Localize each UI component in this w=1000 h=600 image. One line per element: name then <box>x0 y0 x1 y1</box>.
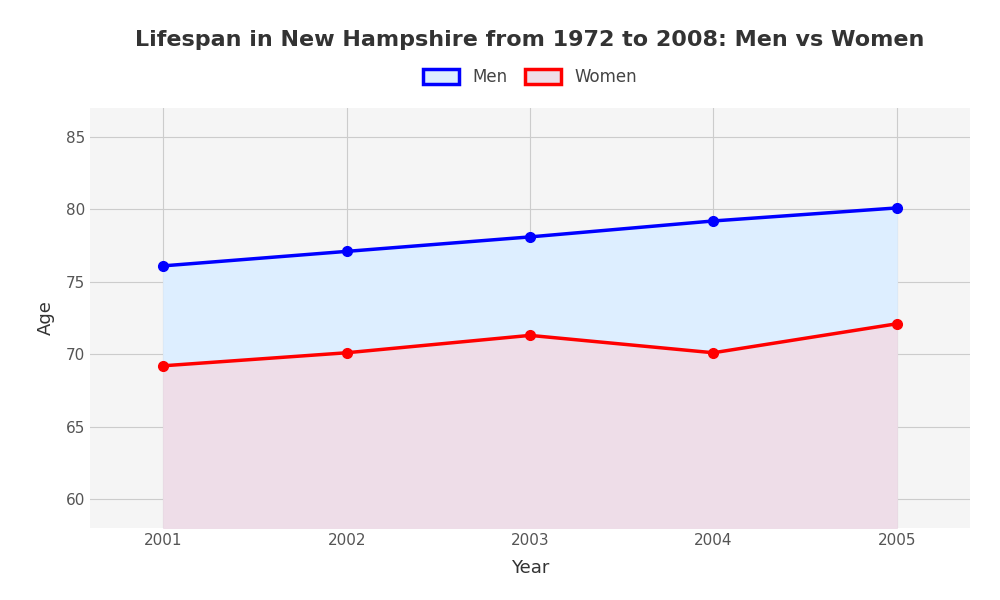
X-axis label: Year: Year <box>511 559 549 577</box>
Title: Lifespan in New Hampshire from 1972 to 2008: Men vs Women: Lifespan in New Hampshire from 1972 to 2… <box>135 29 925 49</box>
Y-axis label: Age: Age <box>37 301 55 335</box>
Legend: Men, Women: Men, Women <box>416 62 644 93</box>
